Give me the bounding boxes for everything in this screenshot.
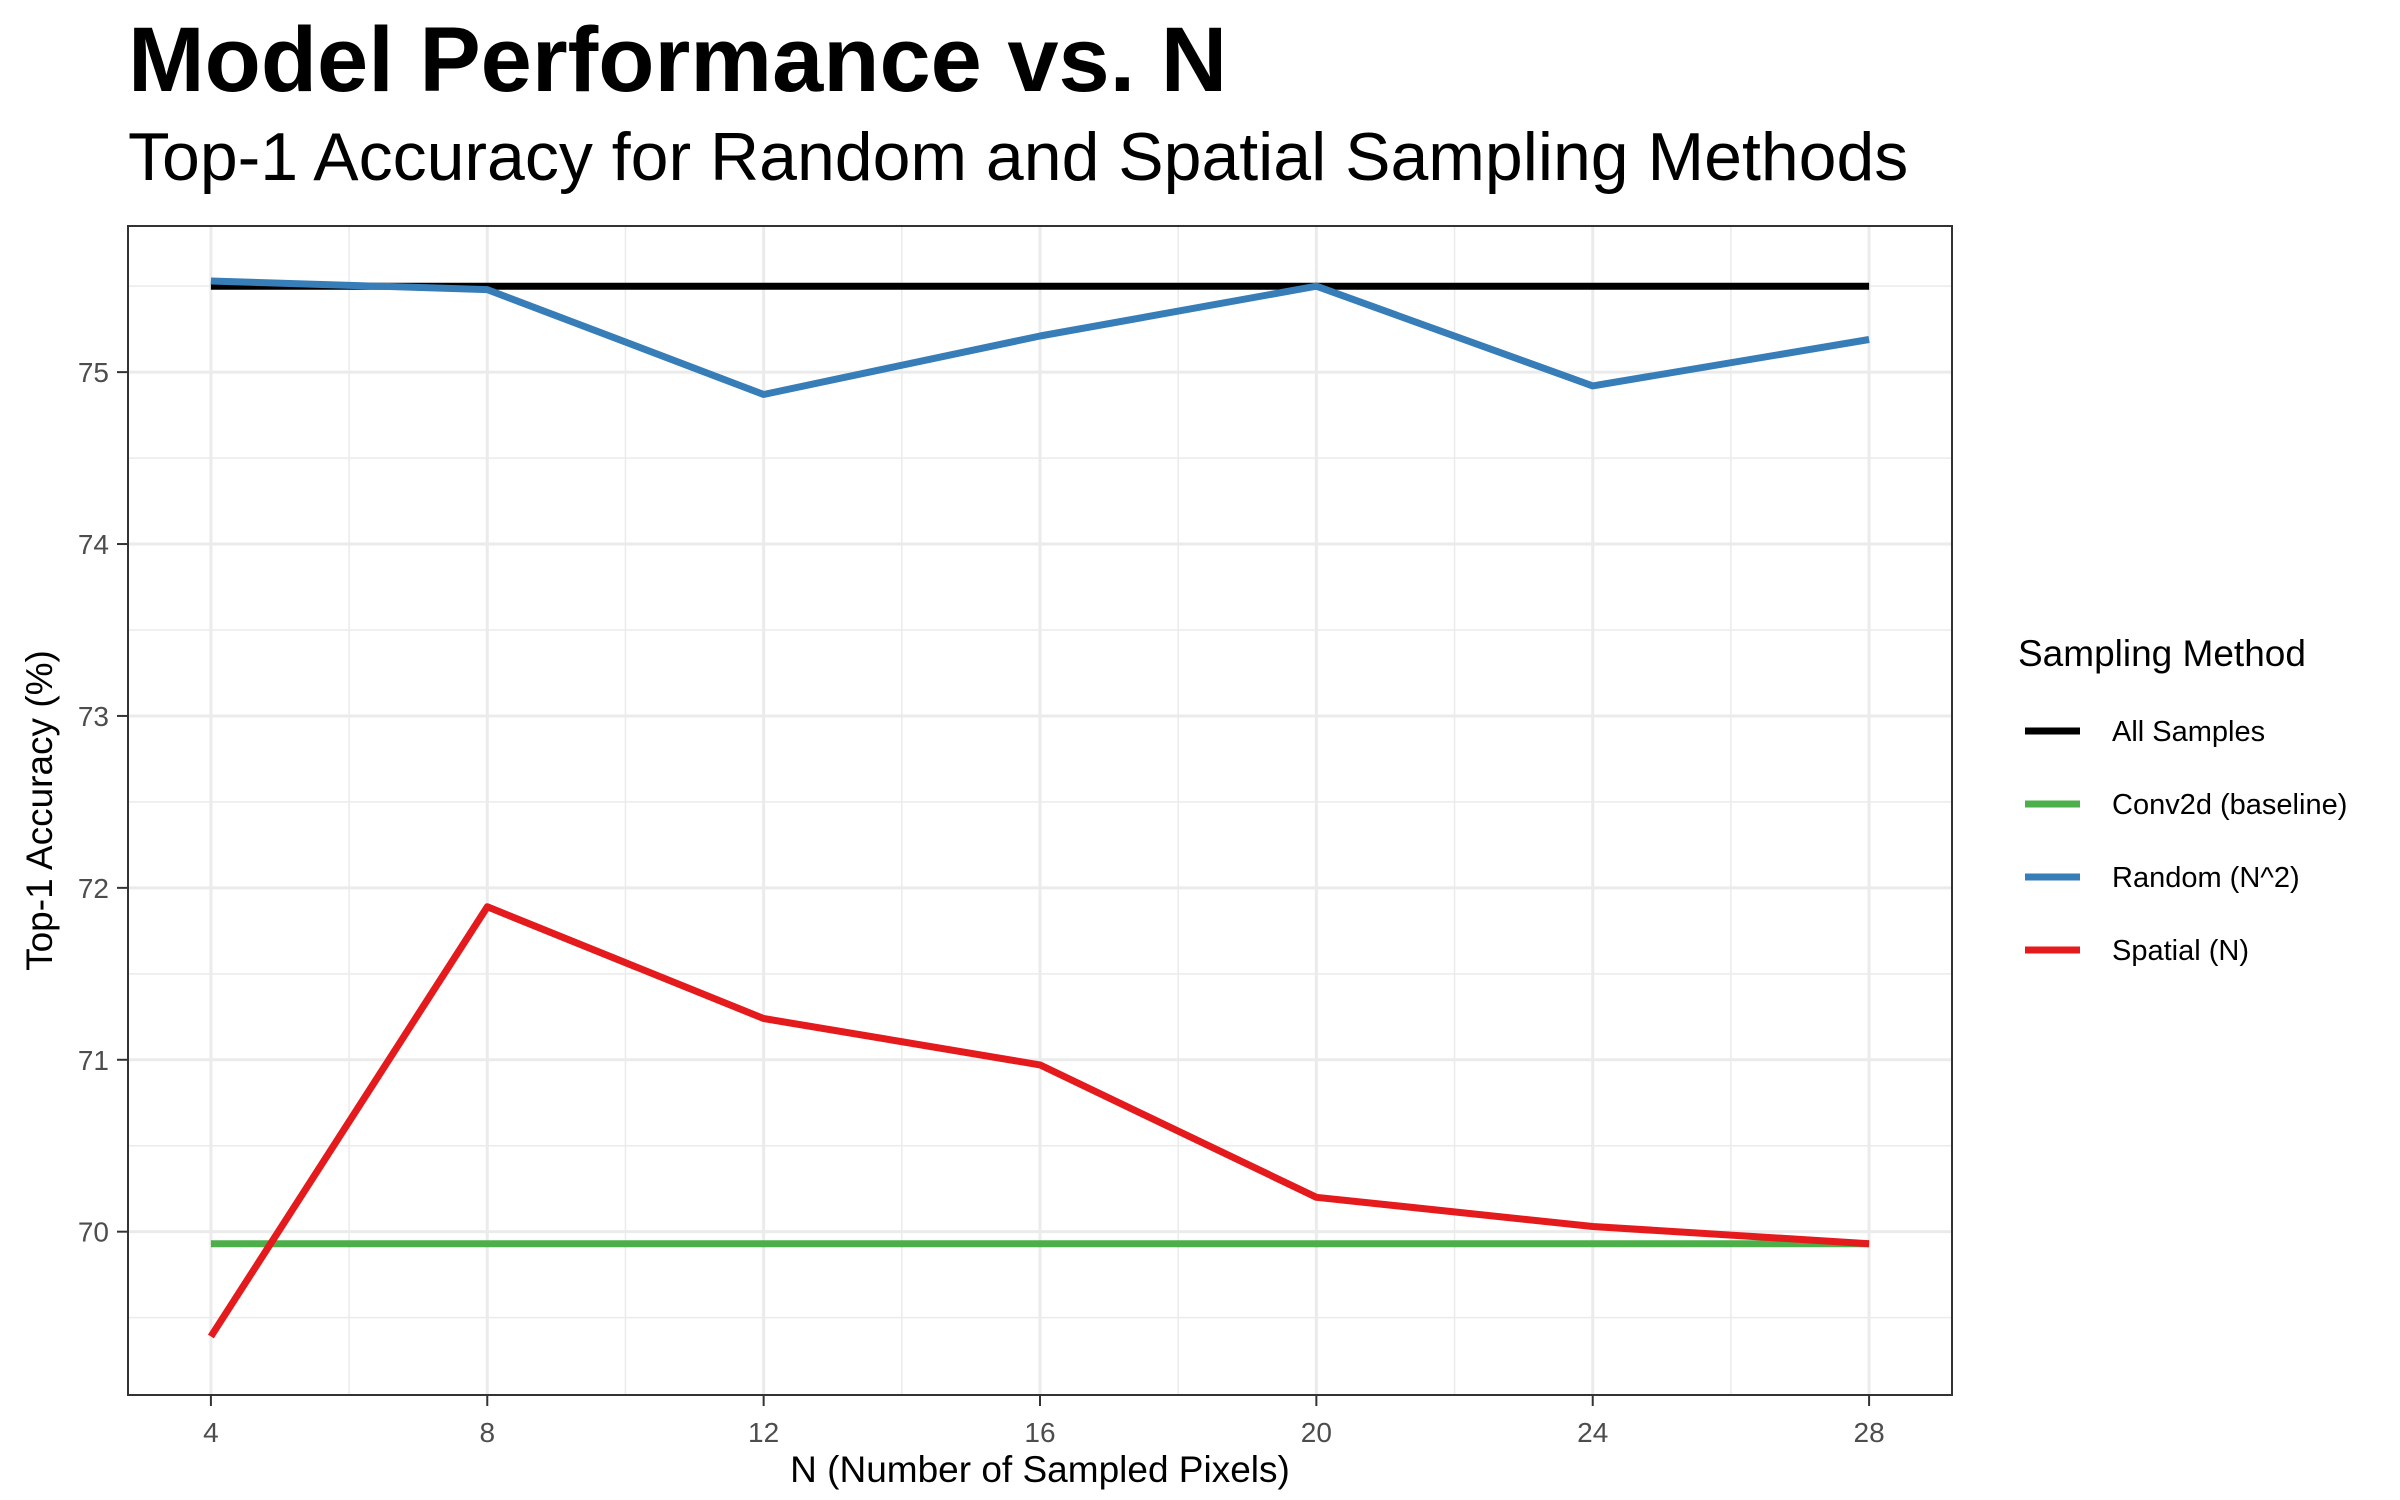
- y-axis-title: Top-1 Accuracy (%): [19, 650, 60, 971]
- x-tick-label: 16: [1024, 1417, 1055, 1448]
- x-tick-label: 20: [1301, 1417, 1332, 1448]
- series-line-3: [207, 903, 1870, 1339]
- legend-label-2: Random (N^2): [2112, 862, 2300, 894]
- legend-title: Sampling Method: [2018, 633, 2306, 674]
- x-tick-label: 4: [203, 1417, 219, 1448]
- legend-label-0: All Samples: [2112, 716, 2265, 748]
- y-tick-label: 73: [78, 701, 109, 732]
- x-tick-label: 12: [748, 1417, 779, 1448]
- y-tick-label: 71: [78, 1045, 109, 1076]
- chart-title: Model Performance vs. N: [128, 9, 1228, 111]
- y-tick-label: 70: [78, 1217, 109, 1248]
- y-tick-label: 75: [78, 357, 109, 388]
- chart-subtitle: Top-1 Accuracy for Random and Spatial Sa…: [128, 119, 1909, 195]
- legend-label-1: Conv2d (baseline): [2112, 789, 2347, 821]
- legend-label-3: Spatial (N): [2112, 935, 2249, 967]
- x-tick-label: 28: [1854, 1417, 1885, 1448]
- x-axis-title: N (Number of Sampled Pixels): [790, 1449, 1290, 1490]
- y-tick-label: 72: [78, 873, 109, 904]
- series-line-2: [210, 277, 1870, 398]
- y-tick-label: 74: [78, 529, 109, 560]
- x-tick-label: 8: [479, 1417, 495, 1448]
- x-tick-label: 24: [1577, 1417, 1608, 1448]
